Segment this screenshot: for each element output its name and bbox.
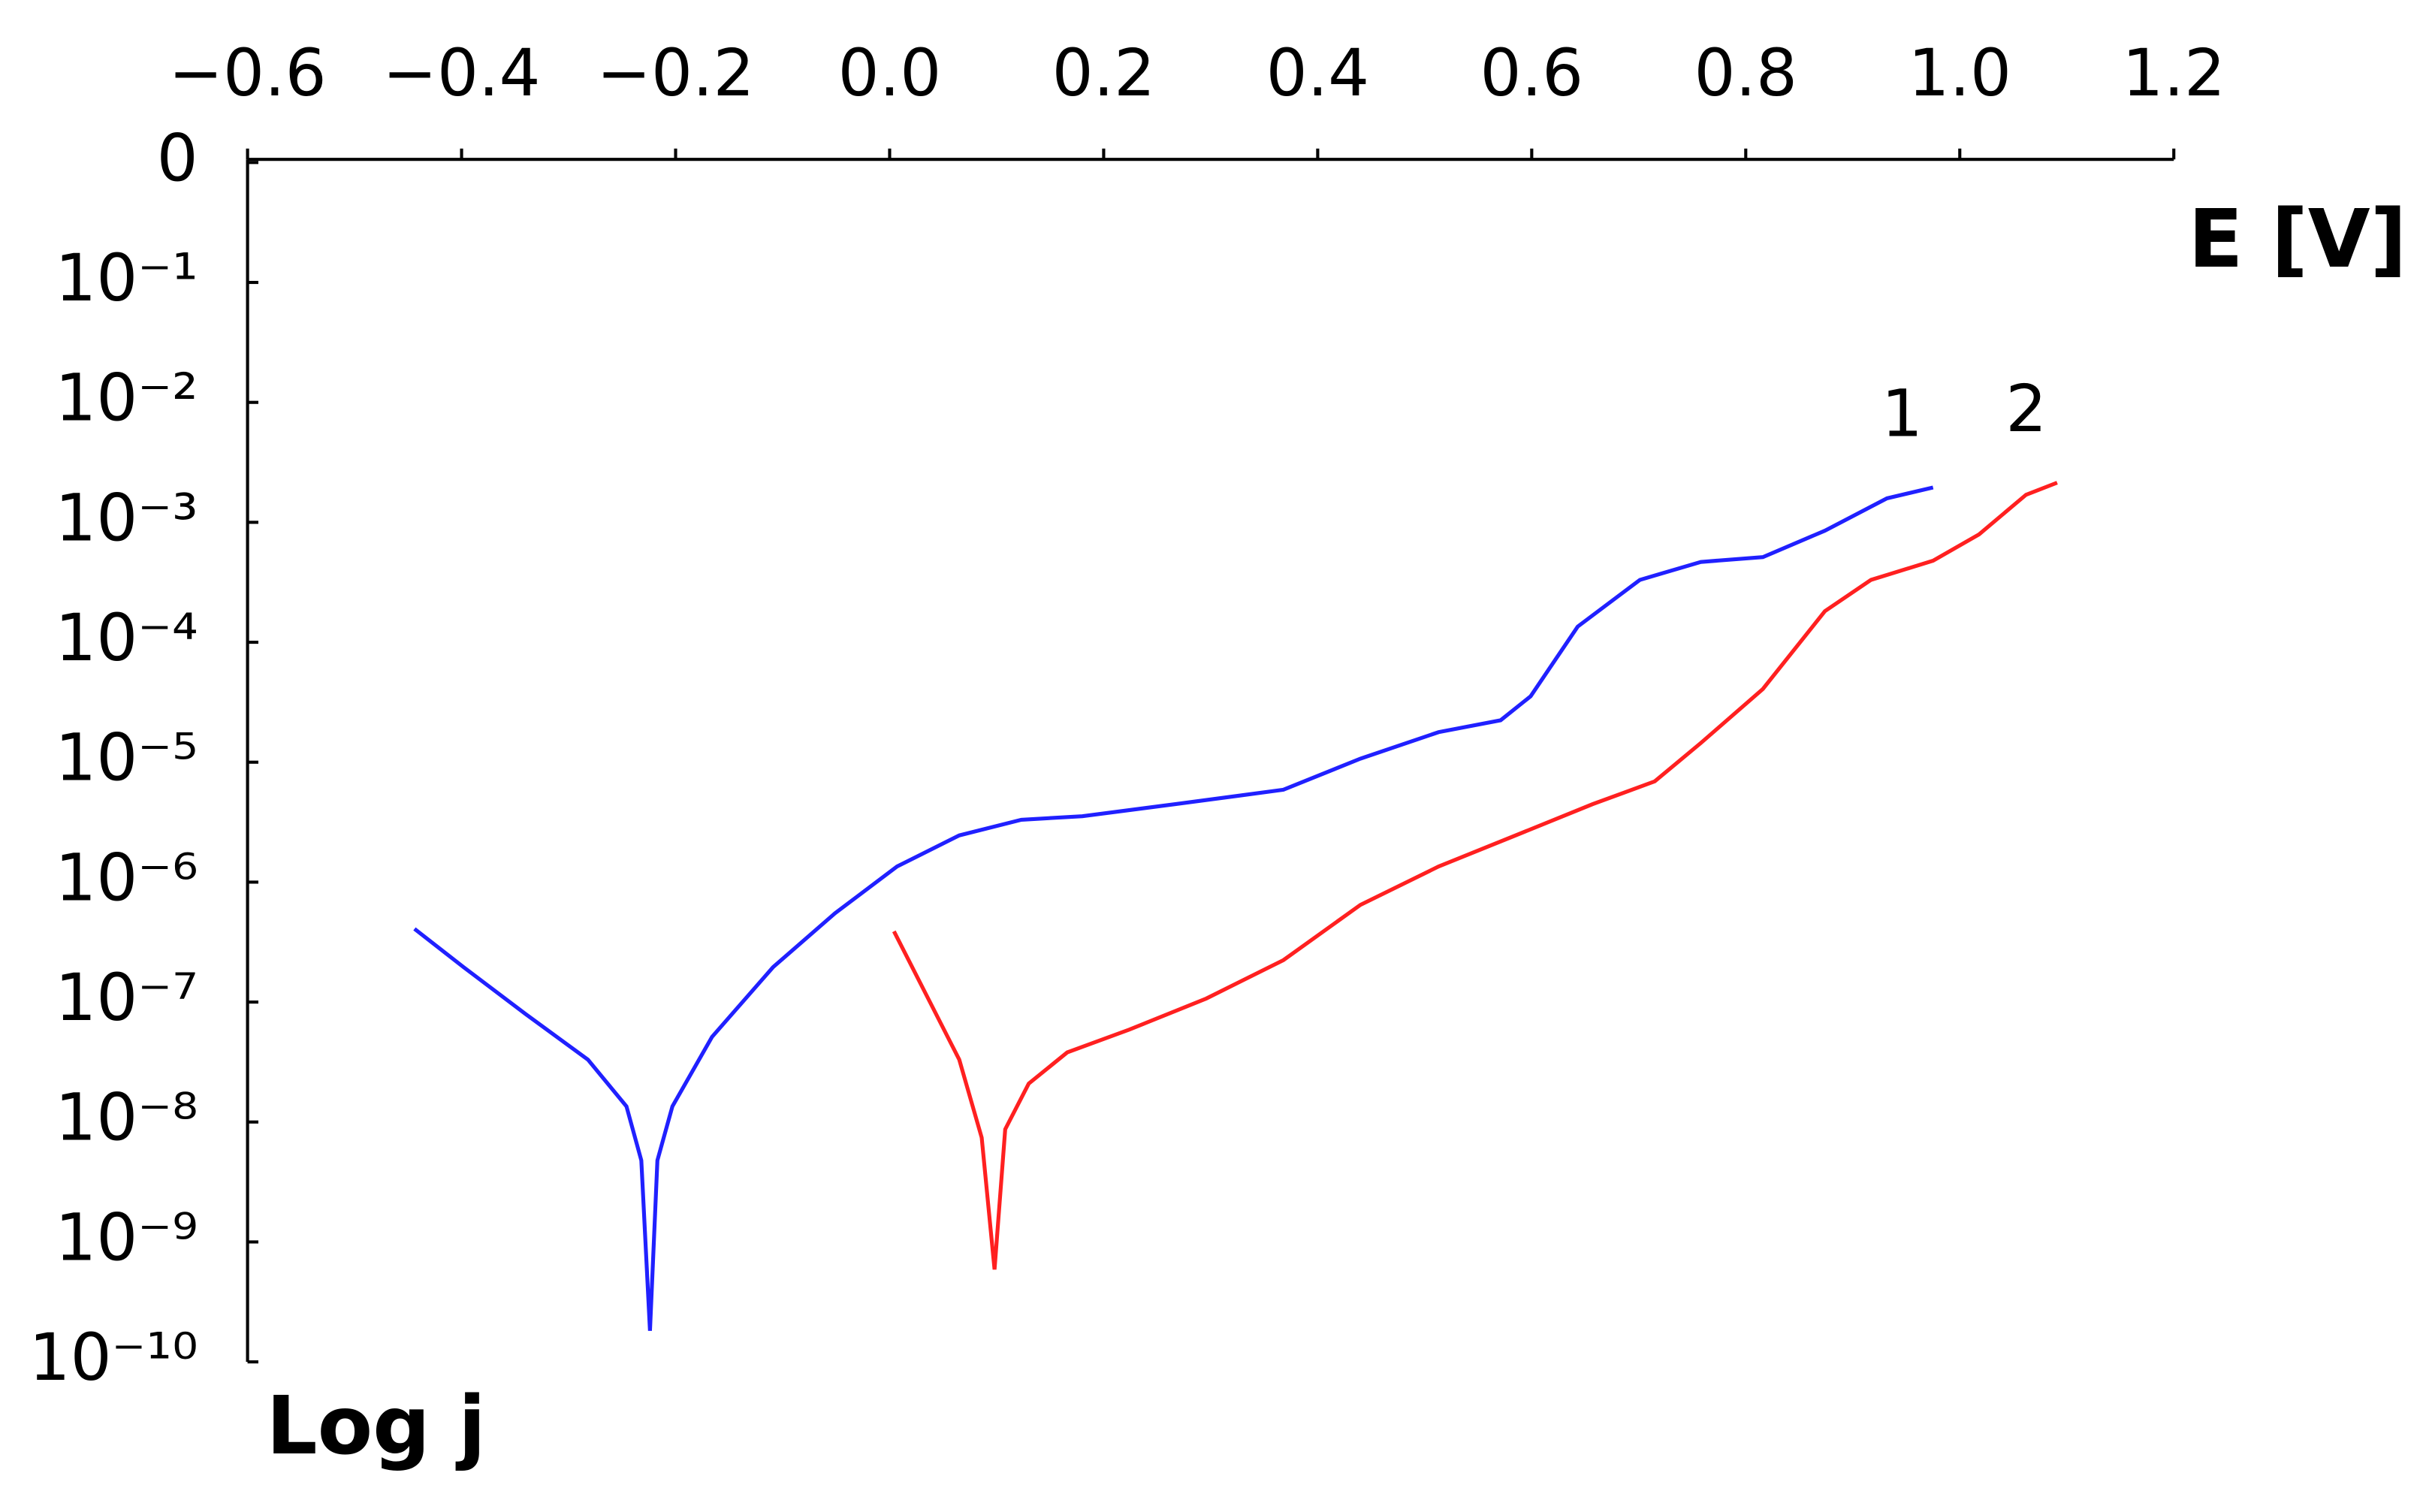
y-tick-label: 0 — [157, 121, 198, 196]
data-line — [892, 481, 2058, 1270]
data-line — [413, 485, 1934, 1331]
x-tick-label: 0.2 — [1052, 36, 1156, 111]
curve-label: 2 — [2005, 372, 2047, 447]
y-tick-label: 10⁻¹⁰ — [29, 1320, 198, 1396]
x-tick-label: −0.4 — [383, 36, 541, 111]
y-tick-label: 10⁻¹ — [55, 241, 198, 316]
y-tick-label: 10⁻⁴ — [55, 601, 198, 676]
y-axis-label: Log j — [266, 1380, 485, 1473]
y-tick-label: 10⁻⁹ — [55, 1200, 198, 1275]
x-tick-label: 0.8 — [1694, 36, 1798, 111]
y-tick-label: 10⁻⁷ — [55, 961, 198, 1036]
x-tick-label: 0.0 — [838, 36, 942, 111]
x-tick-label: −0.2 — [596, 36, 754, 111]
y-tick-label: 10⁻⁶ — [55, 841, 198, 916]
y-tick-label: 10⁻⁵ — [55, 721, 198, 796]
x-tick-label: 0.4 — [1266, 36, 1370, 111]
y-tick-label: 10⁻⁸ — [55, 1081, 198, 1156]
y-tick-label: 10⁻³ — [55, 481, 198, 556]
x-tick-label: −0.6 — [169, 36, 327, 111]
curve-label: 1 — [1881, 376, 1923, 451]
x-axis-label: E [V] — [2188, 193, 2406, 286]
x-tick-label: 1.0 — [1908, 36, 2011, 111]
x-tick-label: 1.2 — [2122, 36, 2225, 111]
y-tick-label: 10⁻² — [55, 361, 198, 436]
x-tick-label: 0.6 — [1480, 36, 1584, 111]
